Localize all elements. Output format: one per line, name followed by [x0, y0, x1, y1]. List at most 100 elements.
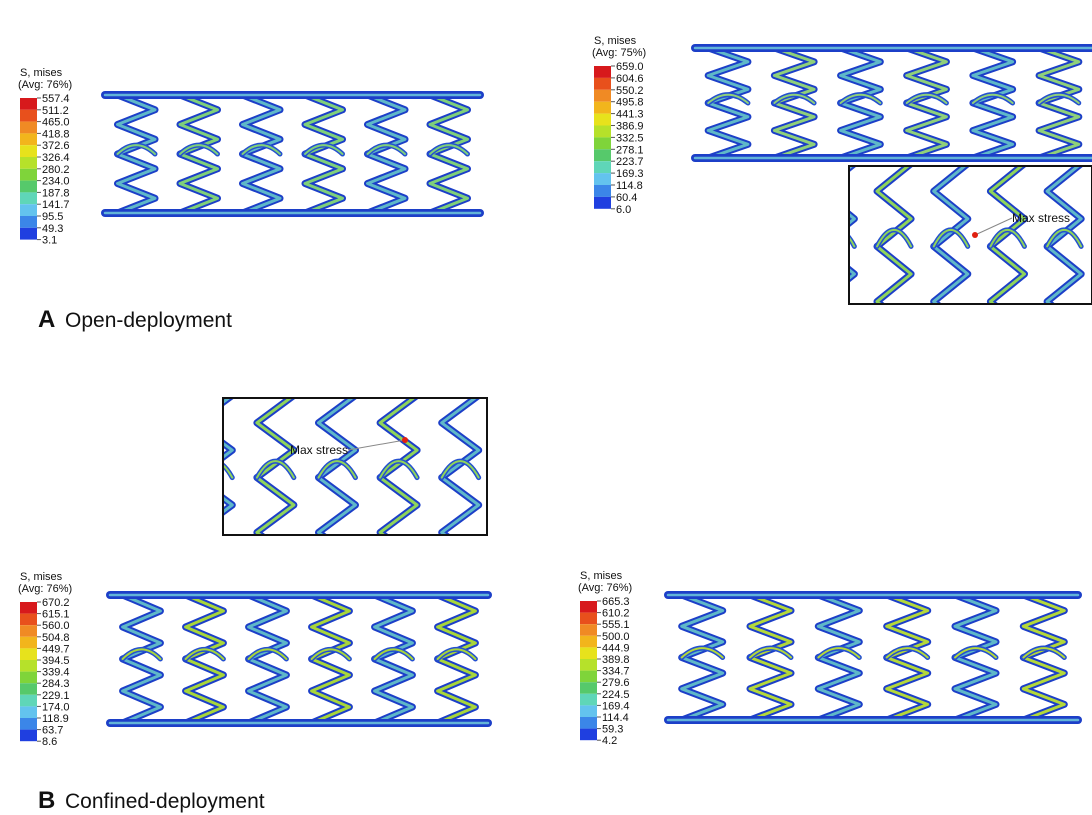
color-swatch — [20, 695, 37, 707]
strut — [503, 461, 540, 477]
legend-value: 118.9 — [42, 713, 69, 725]
legend-value: 223.7 — [616, 156, 644, 168]
legend-value: 114.8 — [616, 180, 643, 192]
legend-value: 49.3 — [42, 223, 63, 235]
panel-label: B — [38, 787, 55, 814]
color-swatch — [20, 98, 37, 110]
stent-image — [110, 595, 488, 723]
color-swatch — [20, 614, 37, 626]
legend-value: 326.4 — [42, 152, 70, 164]
color-swatch — [594, 197, 611, 209]
strut — [195, 368, 232, 587]
panel-caption: Confined-deployment — [65, 790, 265, 813]
color-swatch — [580, 624, 597, 636]
color-swatch — [580, 682, 597, 694]
stent-image — [183, 368, 553, 587]
stent-image — [809, 136, 1092, 357]
legend-value: 557.4 — [42, 93, 70, 105]
color-swatch — [20, 181, 37, 193]
max-stress-point — [402, 437, 408, 443]
legend-value: 372.6 — [42, 140, 70, 152]
legend-value: 444.9 — [602, 642, 630, 654]
color-swatch — [20, 216, 37, 228]
legend-value: 449.7 — [42, 643, 70, 655]
color-swatch — [580, 613, 597, 625]
legend-value: 615.1 — [42, 609, 70, 621]
color-swatch — [20, 660, 37, 672]
legend-value: 500.0 — [602, 631, 630, 643]
stent-image — [695, 48, 1092, 158]
legend-value: 229.1 — [42, 690, 70, 702]
legend-subtitle: (Avg: 76%) — [18, 583, 72, 595]
legend-value: 59.3 — [602, 724, 623, 736]
legend-subtitle: (Avg: 76%) — [578, 582, 632, 594]
legend-value: 63.7 — [42, 725, 63, 737]
legend-value: 60.4 — [616, 192, 637, 204]
legend-value: 332.5 — [616, 132, 644, 144]
color-swatch — [580, 636, 597, 648]
legend-value: 169.4 — [602, 700, 630, 712]
color-swatch — [594, 126, 611, 138]
color-swatch — [594, 173, 611, 185]
legend-value: 418.8 — [42, 128, 70, 140]
color-swatch — [580, 717, 597, 729]
legend-value: 6.0 — [616, 204, 631, 216]
color-swatch — [20, 683, 37, 695]
legend-value: 610.2 — [602, 608, 630, 620]
color-swatch — [580, 694, 597, 706]
color-swatch — [20, 110, 37, 122]
color-swatch — [580, 601, 597, 613]
legend-value: 141.7 — [42, 199, 70, 211]
color-swatch — [20, 637, 37, 649]
color-swatch — [594, 90, 611, 102]
legend-value: 389.8 — [602, 654, 630, 666]
color-swatch — [20, 228, 37, 240]
legend-value: 670.2 — [42, 597, 70, 609]
legend-title: S, mises — [20, 571, 63, 583]
legend-value: 511.2 — [42, 105, 69, 117]
legend-value: 659.0 — [616, 61, 644, 73]
color-swatch — [20, 625, 37, 637]
color-swatch — [580, 671, 597, 683]
legend-title: S, mises — [580, 570, 623, 582]
color-swatch — [20, 706, 37, 718]
legend-value: 604.6 — [616, 73, 644, 85]
color-swatch — [20, 648, 37, 660]
legend-value: 169.3 — [616, 168, 644, 180]
max-stress-point — [972, 232, 978, 238]
legend-value: 234.0 — [42, 176, 70, 188]
page: A Open-deployment B Confined-deployment … — [0, 0, 1092, 815]
figure: A Open-deployment B Confined-deployment … — [0, 0, 1092, 815]
color-swatch — [20, 602, 37, 614]
legend-title: S, mises — [594, 35, 637, 47]
legend-subtitle: (Avg: 75%) — [592, 47, 646, 59]
legend-value: 224.5 — [602, 689, 630, 701]
annotation: Max stress — [290, 443, 348, 457]
panel-label: A — [38, 306, 55, 333]
color-swatch — [594, 137, 611, 149]
color-swatch — [594, 161, 611, 173]
strut — [195, 461, 232, 477]
legend-value: 504.8 — [42, 632, 70, 644]
legend-value: 95.5 — [42, 211, 63, 223]
color-swatch — [594, 78, 611, 90]
color-swatch — [594, 102, 611, 114]
stent-image — [668, 595, 1078, 720]
color-swatch — [580, 729, 597, 741]
legend-value: 284.3 — [42, 678, 70, 690]
color-swatch — [20, 672, 37, 684]
legend-value: 8.6 — [42, 736, 57, 748]
color-swatch — [20, 157, 37, 169]
color-swatch — [580, 659, 597, 671]
legend-value: 114.4 — [602, 712, 629, 724]
legend-title: S, mises — [20, 67, 63, 79]
color-swatch — [20, 145, 37, 157]
legend-value: 187.8 — [42, 187, 70, 199]
annotation: Max stress — [1012, 211, 1070, 225]
strut — [503, 368, 540, 587]
legend-value: 174.0 — [42, 701, 70, 713]
color-swatch — [20, 169, 37, 181]
color-swatch — [594, 185, 611, 197]
strut — [503, 461, 540, 477]
color-swatch — [20, 122, 37, 134]
